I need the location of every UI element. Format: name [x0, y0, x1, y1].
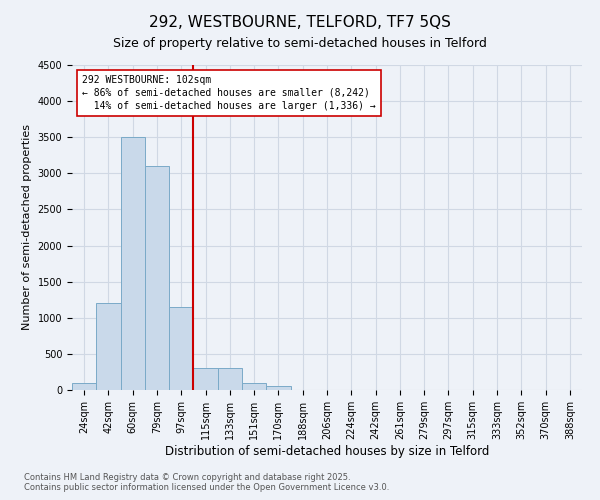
Bar	[96, 304, 121, 390]
Bar	[242, 383, 266, 390]
Text: 292, WESTBOURNE, TELFORD, TF7 5QS: 292, WESTBOURNE, TELFORD, TF7 5QS	[149, 15, 451, 30]
Bar	[72, 383, 96, 390]
Text: 292 WESTBOURNE: 102sqm
← 86% of semi-detached houses are smaller (8,242)
  14% o: 292 WESTBOURNE: 102sqm ← 86% of semi-det…	[82, 74, 376, 111]
Bar	[193, 368, 218, 390]
X-axis label: Distribution of semi-detached houses by size in Telford: Distribution of semi-detached houses by …	[165, 444, 489, 458]
Text: Contains HM Land Registry data © Crown copyright and database right 2025.: Contains HM Land Registry data © Crown c…	[24, 474, 350, 482]
Text: Contains public sector information licensed under the Open Government Licence v3: Contains public sector information licen…	[24, 484, 389, 492]
Bar	[145, 166, 169, 390]
Y-axis label: Number of semi-detached properties: Number of semi-detached properties	[22, 124, 32, 330]
Bar	[218, 368, 242, 390]
Text: Size of property relative to semi-detached houses in Telford: Size of property relative to semi-detach…	[113, 38, 487, 51]
Bar	[121, 137, 145, 390]
Bar	[266, 386, 290, 390]
Bar	[169, 307, 193, 390]
